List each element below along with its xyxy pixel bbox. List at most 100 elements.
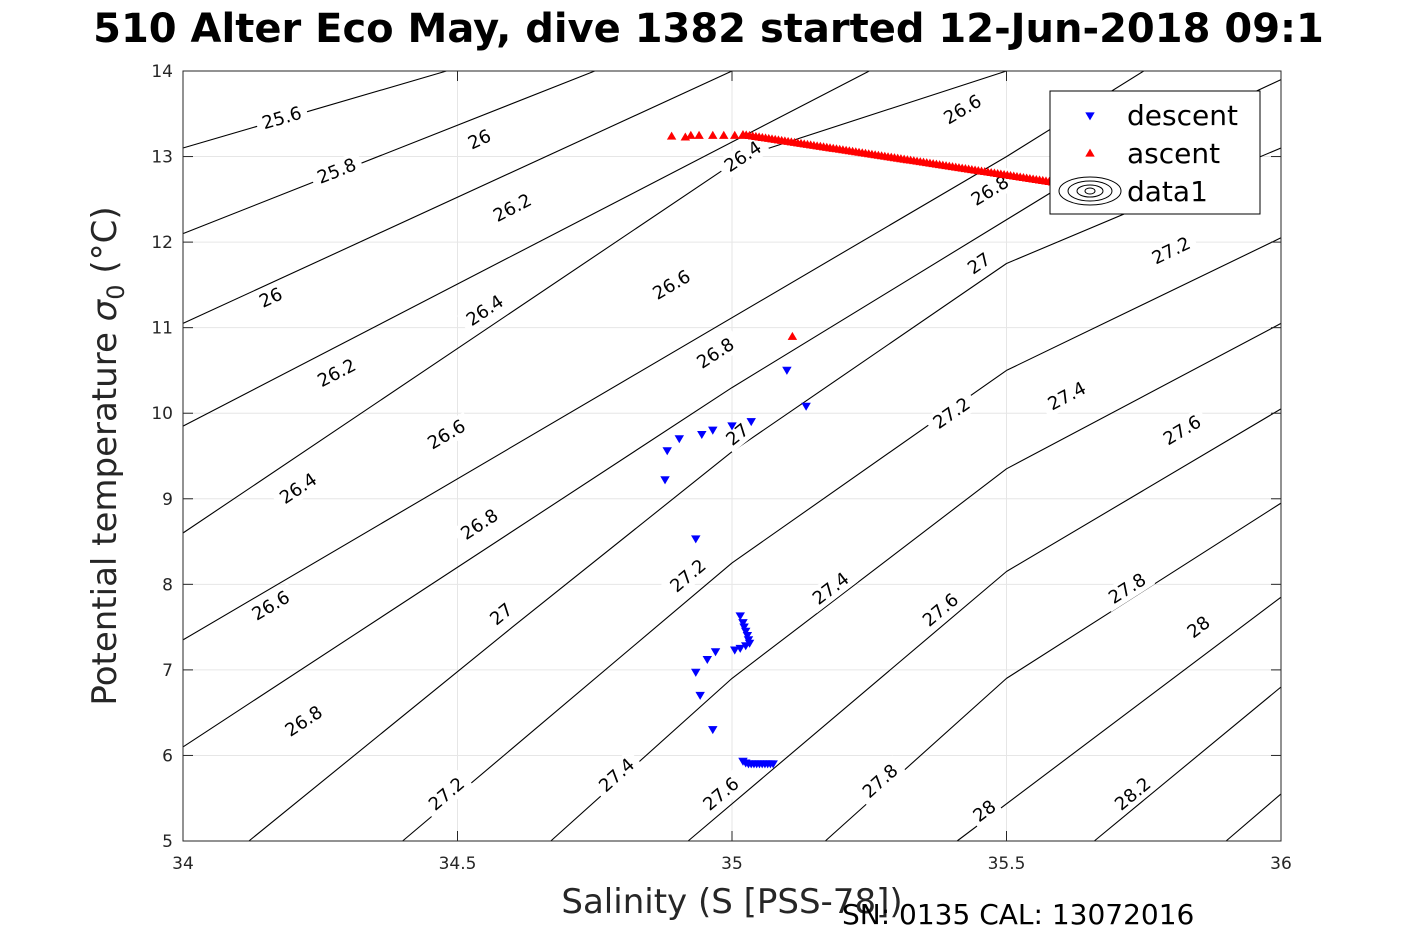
x-axis-label: Salinity (S [PSS-78]) — [561, 882, 902, 922]
legend-label-data1: data1 — [1127, 175, 1208, 208]
density-contour-line — [1225, 793, 1282, 842]
ascent-point — [686, 130, 696, 139]
legend-markers — [1058, 112, 1122, 206]
x-tick-label: 35.5 — [988, 854, 1026, 874]
contour-label-bg — [253, 100, 310, 136]
contour-label-bg — [419, 768, 474, 820]
contour-label-bg — [715, 132, 771, 181]
descent-point — [727, 422, 737, 431]
descent-point — [674, 435, 685, 444]
descent-point — [708, 726, 718, 735]
footer-info: SN: 0135 CAL: 13072016 — [842, 898, 1195, 931]
y-tick-label: 6 — [162, 746, 173, 766]
y-axis-label-main: Potential temperature — [85, 321, 125, 705]
density-contour-line — [248, 147, 1282, 842]
contour-label-bg — [1180, 609, 1218, 645]
contour-label-bg — [661, 550, 716, 601]
contour-label-bg — [242, 583, 299, 629]
contour-label-bg — [276, 697, 332, 745]
descent-point — [742, 632, 753, 641]
ascent-point — [708, 130, 718, 139]
density-contour-line — [182, 70, 447, 149]
y-tick-label: 11 — [151, 319, 173, 339]
descent-point — [735, 612, 745, 621]
descent-point — [695, 691, 705, 700]
descent-point — [691, 535, 701, 544]
legend-label-descent: descent — [1127, 99, 1238, 132]
y-axis-label-tail: (°C) — [85, 206, 125, 284]
legend: descent ascent data1 — [1049, 90, 1261, 215]
density-contour-line — [1093, 686, 1282, 842]
x-tick-label: 36 — [1270, 854, 1292, 874]
density-contour-line — [550, 322, 1282, 842]
contour-label-bg — [853, 755, 907, 807]
y-axis-label-sigma: σ — [85, 298, 125, 321]
contour-label-bg — [1105, 768, 1160, 819]
density-contour-line — [182, 70, 870, 427]
y-tick-label: 14 — [151, 62, 173, 82]
y-tick-label: 12 — [151, 233, 173, 253]
y-tick-label: 10 — [151, 404, 173, 424]
ascent-point — [730, 130, 740, 139]
descent-point — [662, 447, 672, 456]
y-tick-label: 13 — [151, 148, 173, 168]
descent-point — [746, 418, 756, 427]
contour-label-bg — [451, 501, 508, 548]
legend-marker-descent — [1085, 112, 1095, 121]
y-tick-label: 8 — [162, 575, 173, 595]
contour-label-bg — [960, 245, 998, 282]
descent-point — [738, 619, 748, 628]
density-contour-line — [182, 70, 596, 235]
chart-title: 510 Alter Eco May, dive 1382 started 12-… — [93, 6, 1324, 52]
descent-point — [708, 426, 718, 435]
descent-point — [710, 648, 721, 657]
contour-label-bg — [457, 286, 513, 335]
density-contour-line — [687, 408, 1282, 842]
contour-label-bg — [924, 389, 980, 438]
descent-point — [739, 623, 749, 632]
y-axis-label-sub: 0 — [102, 284, 130, 299]
ascent-point — [666, 131, 677, 140]
contour-label-bg — [1038, 374, 1096, 419]
contour-label-bg — [590, 749, 644, 801]
descent-point — [801, 402, 811, 411]
density-contours — [182, 70, 1282, 842]
contour-label-bg — [308, 351, 365, 395]
contour-label-bg — [687, 329, 744, 377]
descent-point — [702, 655, 713, 664]
legend-box — [1049, 90, 1261, 215]
contour-label-bg — [934, 86, 991, 133]
descent-point — [730, 646, 740, 655]
contour-label-bg — [1142, 229, 1200, 272]
descent-point — [741, 627, 751, 636]
contour-label-bg — [252, 281, 290, 314]
ascent-point — [719, 130, 729, 139]
x-tick-label: 34.5 — [439, 854, 477, 874]
y-axis-label: Potential temperature σ0 (°C) — [85, 206, 130, 705]
descent-point — [782, 366, 792, 375]
contour-label-bg — [913, 584, 968, 636]
y-tick-label: 7 — [162, 661, 173, 681]
contour-label-bg — [965, 793, 1004, 829]
density-contour-line — [182, 70, 733, 324]
contour-label-bg — [461, 123, 498, 156]
x-tick-label: 34 — [172, 854, 194, 874]
contour-label-bg — [1099, 565, 1156, 612]
contour-label-bg — [308, 151, 365, 191]
y-axis-ticks: 5 6 7 8 9 10 11 12 13 14 — [151, 62, 1281, 852]
contour-label-bg — [718, 416, 757, 453]
x-axis-ticks: 34 34.5 35 35.5 36 — [172, 71, 1292, 874]
legend-marker-ascent — [1085, 148, 1095, 157]
contour-label-bg — [803, 564, 859, 614]
contour-label-bg — [482, 596, 520, 633]
y-tick-label: 5 — [162, 832, 173, 852]
descent-point — [768, 760, 778, 769]
legend-marker-contour-icon — [1058, 176, 1122, 206]
contour-label-bg — [270, 464, 327, 513]
contour-label-bg — [694, 768, 749, 820]
x-tick-label: 35 — [721, 854, 743, 874]
descent-point — [660, 476, 670, 485]
descent-point — [691, 668, 701, 677]
descent-point — [697, 430, 707, 439]
